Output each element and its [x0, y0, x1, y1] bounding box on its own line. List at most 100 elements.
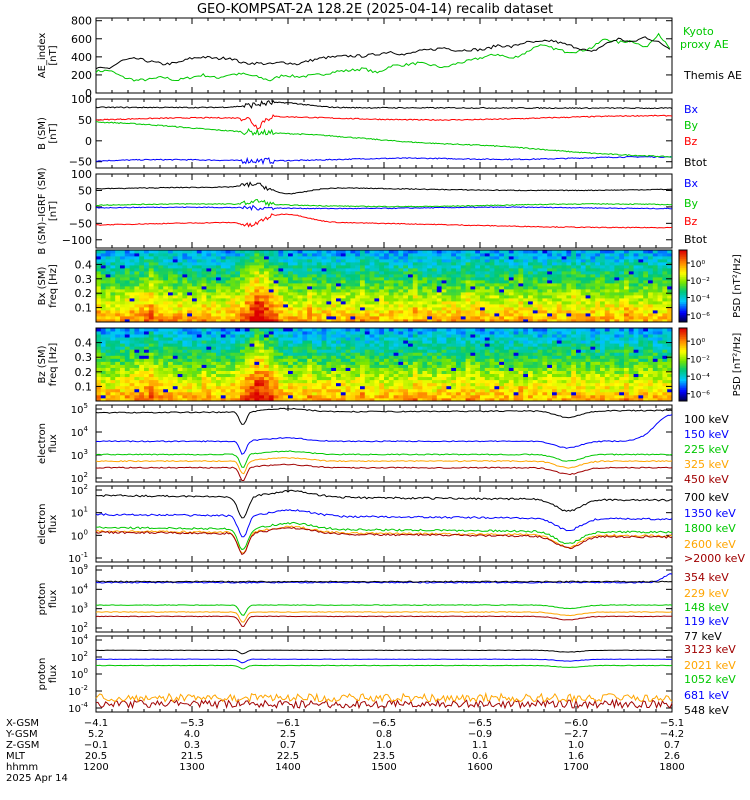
spectrogram-cell — [619, 271, 625, 275]
spectrogram-cell — [331, 289, 337, 293]
spectrogram-cell — [595, 283, 601, 287]
spectrogram-cell — [504, 289, 510, 293]
spectrogram-cell — [105, 376, 111, 381]
spectrogram-cell — [124, 364, 130, 368]
spectrogram-cell — [172, 301, 178, 305]
spectrogram-cell — [216, 292, 222, 296]
spectrogram-cell — [110, 277, 116, 281]
spectrogram-cell — [220, 361, 226, 365]
spectrogram-cell — [580, 250, 586, 254]
spectrogram-cell — [297, 370, 303, 375]
spectrogram-cell — [624, 259, 630, 263]
spectrogram-cell — [312, 340, 318, 344]
spectrogram-cell — [441, 286, 447, 290]
spectrogram-cell — [273, 346, 279, 350]
spectrogram-cell — [172, 307, 178, 311]
spectrogram-cell — [360, 319, 366, 323]
spectrogram-cell — [163, 358, 169, 362]
spectrogram-cell — [532, 313, 538, 317]
spectrogram-cell — [326, 352, 332, 356]
spectrogram-cell — [153, 277, 159, 281]
spectrogram-cell — [316, 295, 322, 299]
spectrogram-cell — [609, 271, 615, 275]
spectrogram-cell — [302, 292, 308, 296]
spectrogram-cell — [124, 310, 130, 314]
spectrogram-cell — [398, 292, 404, 296]
spectrogram-cell — [657, 310, 663, 314]
spectrogram-cell — [259, 304, 265, 308]
spectrogram-cell — [168, 253, 174, 257]
spectrogram-cell — [355, 358, 361, 362]
spectrogram-cell — [436, 319, 442, 323]
spectrogram-cell — [177, 286, 183, 290]
spectrogram-cell — [278, 256, 284, 260]
spectrogram-cell — [422, 265, 428, 269]
spectrogram-cell — [561, 310, 567, 314]
spectrogram-cell — [153, 319, 159, 323]
spectrogram-cell — [355, 283, 361, 287]
spectrogram-cell — [321, 343, 327, 347]
spectrogram-cell — [264, 376, 270, 381]
spectrogram-cell — [465, 271, 471, 275]
spectrogram-cell — [278, 346, 284, 350]
spectrogram-cell — [268, 310, 274, 314]
spectrogram-cell — [523, 298, 529, 302]
spectrogram-cell — [163, 346, 169, 350]
spectrogram-cell — [124, 373, 130, 378]
spectrogram-cell — [556, 286, 562, 290]
spectrogram-cell — [369, 265, 375, 269]
spectrogram-cell — [96, 316, 102, 320]
spectrogram-cell — [350, 310, 356, 314]
spectrogram-cell — [312, 361, 318, 365]
spectrogram-cell — [297, 376, 303, 381]
spectrogram-cell — [168, 310, 174, 314]
spectrogram-cell — [273, 250, 279, 254]
spectrogram-cell — [139, 334, 145, 338]
spectrogram-cell — [321, 367, 327, 371]
spectrogram-cell — [398, 301, 404, 305]
spectrogram-cell — [518, 289, 524, 293]
spectrogram-cell — [638, 301, 644, 305]
spectrogram-cell — [475, 253, 481, 257]
spectrogram-cell — [340, 337, 346, 341]
spectrogram-cell — [288, 331, 294, 335]
spectrogram-cell — [259, 250, 265, 254]
spectrogram-cell — [648, 259, 654, 263]
spectrogram-cell — [614, 280, 620, 284]
spectrogram-cell — [283, 346, 289, 350]
spectrogram-cell — [292, 358, 298, 362]
spectrogram-cell — [412, 292, 418, 296]
spectrogram-cell — [345, 391, 351, 396]
spectrogram-cell — [124, 382, 130, 387]
spectrogram-cell — [292, 334, 298, 338]
spectrogram-cell — [254, 391, 260, 396]
spectrogram-cell — [307, 382, 313, 387]
spectrogram-cell — [249, 364, 255, 368]
spectrogram-cell — [206, 328, 212, 332]
spectrogram-cell — [153, 259, 159, 263]
spectrogram-cell — [504, 310, 510, 314]
spectrogram-cell — [350, 307, 356, 311]
spectrogram-cell — [561, 283, 567, 287]
spectrogram-cell — [316, 301, 322, 305]
spectrogram-cell — [292, 397, 298, 402]
spectrogram-cell — [614, 298, 620, 302]
spectrogram-cell — [427, 259, 433, 263]
spectrogram-cell — [537, 316, 543, 320]
spectrogram-cell — [576, 298, 582, 302]
spectrogram-cell — [379, 397, 385, 402]
spectrogram-cell — [403, 382, 409, 387]
spectrogram-cell — [571, 316, 577, 320]
spectrogram-cell — [196, 397, 202, 402]
spectrogram-cell — [571, 286, 577, 290]
spectrogram-cell — [523, 268, 529, 272]
spectrogram-cell — [278, 388, 284, 393]
spectrogram-cell — [259, 379, 265, 384]
spectrogram-cell — [110, 334, 116, 338]
spectrogram-cell — [259, 265, 265, 269]
spectrogram-cell — [254, 358, 260, 362]
spectrogram-cell — [350, 382, 356, 387]
spectrogram-cell — [326, 346, 332, 350]
spectrogram-cell — [115, 262, 121, 266]
spectrogram-cell — [244, 367, 250, 371]
